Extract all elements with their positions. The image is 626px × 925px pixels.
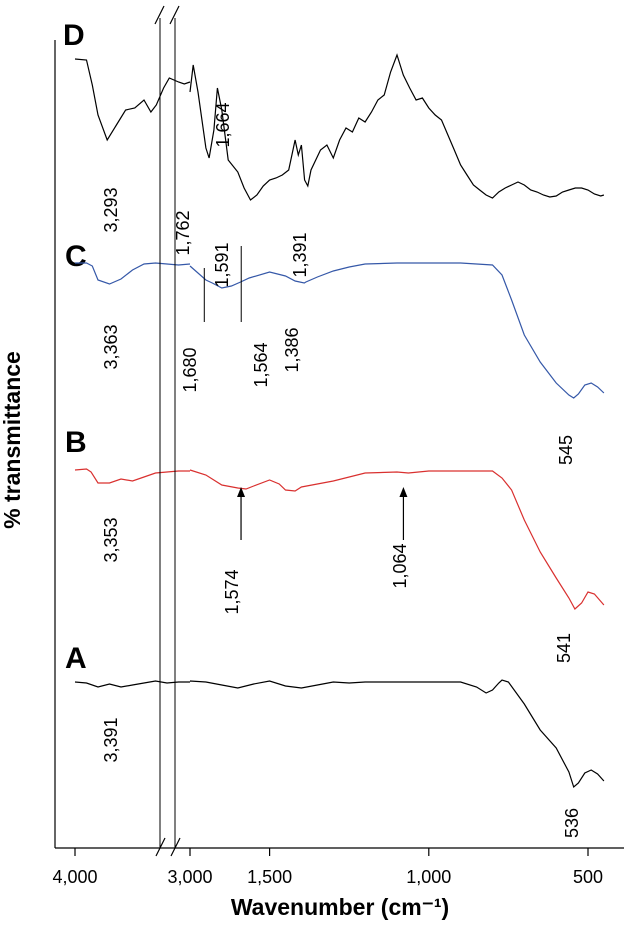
panel-label-b: B — [65, 426, 87, 459]
annotation-d-1-664: 1,664 — [213, 102, 233, 147]
annotation-d-3-293: 3,293 — [101, 187, 121, 232]
annotation-c-1-564: 1,564 — [251, 342, 271, 387]
annotation-b-1-574: 1,574 — [222, 569, 242, 614]
annotation-b-3-353: 3,353 — [101, 517, 121, 562]
y-axis-title: % transmittance — [0, 351, 25, 529]
annotation-b-1-064: 1,064 — [390, 543, 410, 588]
x-tick-label-1000: 1,000 — [406, 867, 451, 887]
annotation-c-1-680: 1,680 — [180, 347, 200, 392]
annotation-b-541: 541 — [554, 633, 574, 663]
annotation-c-1-391: 1,391 — [290, 232, 310, 277]
annotation-a-536: 536 — [562, 808, 582, 838]
series-b-line — [74, 468, 605, 610]
annotation-c-1-591: 1,591 — [212, 242, 232, 287]
panel-label-c: C — [65, 240, 87, 273]
annotation-c-3-363: 3,363 — [101, 324, 121, 369]
axis-break-mark-bottom-left — [155, 837, 166, 857]
annotation-c-1-762: 1,762 — [173, 210, 193, 255]
series-d-line — [74, 53, 605, 201]
x-tick-label-4000: 4,000 — [52, 867, 97, 887]
series-c-line — [75, 262, 605, 399]
axis-break-mark-bottom-right — [170, 837, 181, 857]
panel-label-a: A — [65, 642, 87, 675]
panel-label-d: D — [63, 19, 85, 52]
x-tick-label-1500: 1,500 — [247, 867, 292, 887]
x-axis-title: Wavenumber (cm⁻¹) — [231, 894, 449, 920]
annotation-c-1-386: 1,386 — [282, 327, 302, 372]
arrowhead-1-574 — [237, 487, 246, 497]
axis-break-mark-top-left — [154, 5, 165, 25]
x-tick-label-500: 500 — [573, 867, 603, 887]
axis-break-mark-top-right — [169, 5, 180, 25]
annotation-a-3-391: 3,391 — [101, 717, 121, 762]
x-tick-label-3000: 3,000 — [167, 867, 212, 887]
arrowhead-1-064 — [399, 487, 408, 497]
annotation-c-545: 545 — [556, 435, 576, 465]
series-a-line — [74, 679, 605, 789]
